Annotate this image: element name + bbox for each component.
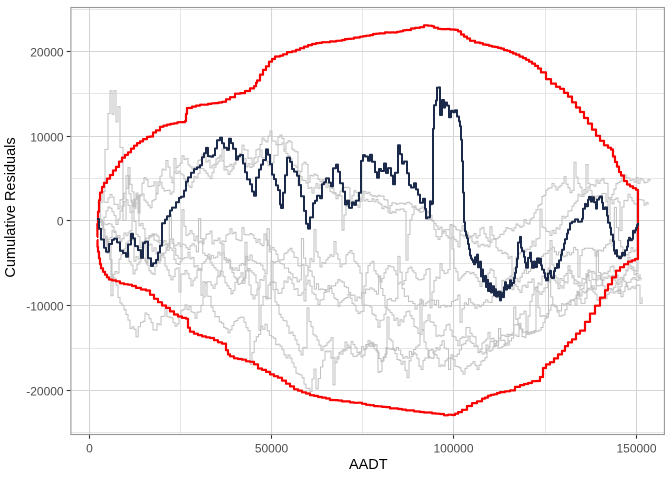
svg-text:20000: 20000 (30, 46, 64, 60)
svg-text:AADT: AADT (349, 457, 388, 473)
svg-text:0: 0 (57, 215, 64, 229)
svg-text:-10000: -10000 (26, 300, 64, 314)
svg-text:-20000: -20000 (26, 385, 64, 399)
svg-text:50000: 50000 (255, 442, 289, 456)
svg-text:0: 0 (86, 442, 93, 456)
svg-text:10000: 10000 (30, 131, 64, 145)
svg-text:150000: 150000 (616, 442, 656, 456)
svg-text:Cumulative Residuals: Cumulative Residuals (3, 137, 19, 277)
svg-text:100000: 100000 (433, 442, 473, 456)
